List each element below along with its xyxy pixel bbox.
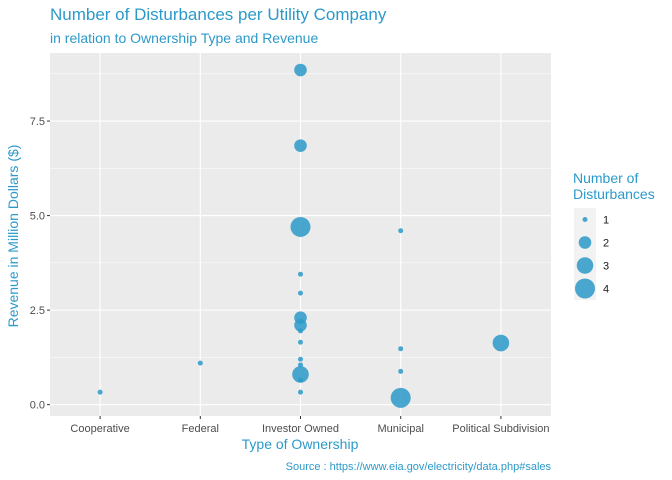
legend-title-line-1: Number of xyxy=(573,170,638,186)
y-tick-label: 5.0 xyxy=(30,211,45,223)
legend-key-point xyxy=(575,278,595,299)
y-axis: 0.0 2.5 5.0 7.5 xyxy=(30,116,50,412)
chart-title: Number of Disturbances per Utility Compa… xyxy=(50,5,387,24)
source-caption: Source : https://www.eia.gov/electricity… xyxy=(286,461,552,473)
legend-label: 3 xyxy=(603,261,609,273)
data-point xyxy=(294,139,307,152)
legend-label: 2 xyxy=(603,238,609,250)
x-axis: Cooperative Federal Investor Owned Municipa… xyxy=(70,416,550,435)
x-tick-label: Investor Owned xyxy=(262,423,339,435)
data-point xyxy=(390,387,411,408)
y-tick-label: 7.5 xyxy=(30,116,45,128)
x-tick-label: Political Subdivision xyxy=(452,423,549,435)
legend-key-point xyxy=(576,257,594,274)
x-tick-label: Federal xyxy=(182,423,219,435)
legend-key-point xyxy=(582,217,588,222)
y-tick-label: 0.0 xyxy=(30,400,45,412)
data-point xyxy=(298,377,303,383)
y-axis-title: Revenue in Million Dollars ($) xyxy=(5,145,21,328)
data-point xyxy=(398,228,404,234)
data-point xyxy=(298,328,303,334)
data-point xyxy=(298,290,303,296)
data-point xyxy=(97,389,103,395)
x-tick-label: Municipal xyxy=(377,423,423,435)
data-point xyxy=(398,346,404,352)
data-point xyxy=(492,334,510,352)
legend: Number of Disturbances 1 2 3 4 xyxy=(573,170,655,300)
data-point xyxy=(197,360,203,366)
data-point xyxy=(298,339,303,345)
x-axis-title: Type of Ownership xyxy=(242,436,359,452)
legend-title-line-2: Disturbances xyxy=(573,186,655,202)
data-point xyxy=(292,366,309,383)
chart-subtitle: in relation to Ownership Type and Revenu… xyxy=(50,30,318,46)
data-points xyxy=(97,63,510,408)
legend-key-point xyxy=(578,236,592,249)
x-tick-label: Cooperative xyxy=(70,423,129,435)
data-point xyxy=(398,368,404,374)
data-point xyxy=(298,271,303,277)
legend-keys: 1 2 3 4 xyxy=(574,208,609,300)
data-point xyxy=(294,63,307,77)
legend-label: 4 xyxy=(603,284,609,296)
data-point xyxy=(298,389,303,395)
y-tick-label: 2.5 xyxy=(30,305,45,317)
legend-label: 1 xyxy=(603,215,609,227)
data-point xyxy=(290,216,311,237)
data-point xyxy=(298,356,303,362)
data-point xyxy=(294,318,307,332)
